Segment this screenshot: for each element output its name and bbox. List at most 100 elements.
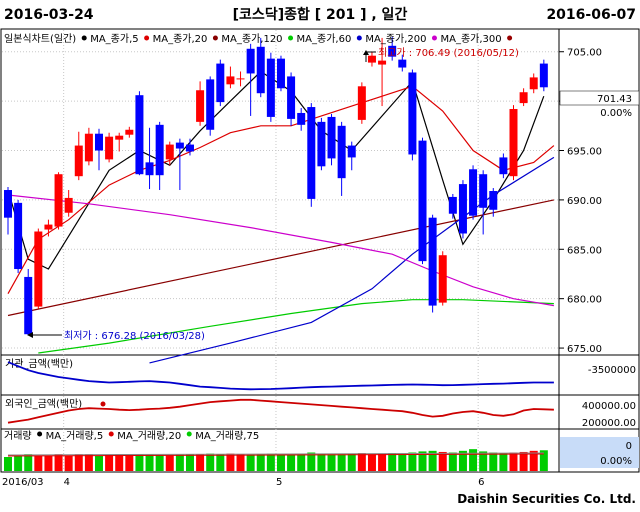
volume-bar <box>458 450 467 471</box>
volume-bar <box>74 454 83 471</box>
volume-bar <box>216 454 225 471</box>
volume-bar <box>428 450 437 471</box>
candle-body <box>438 255 447 303</box>
candle-body <box>529 77 538 90</box>
candle-body <box>4 190 12 218</box>
ma-line <box>7 70 545 270</box>
high-label: 최고가 : 706.49 (2016/05/12) <box>378 47 519 59</box>
legend-dot <box>288 35 294 41</box>
volume-bar <box>44 455 53 471</box>
volume-bar <box>175 454 184 471</box>
candle <box>469 165 478 220</box>
volume-bar <box>115 454 124 471</box>
volume-bar <box>14 455 23 471</box>
volume-bar <box>469 449 478 471</box>
candle <box>287 72 296 126</box>
candle-body <box>145 162 154 176</box>
candle-body <box>367 55 376 63</box>
candle-body <box>539 63 548 88</box>
candle-body <box>196 90 205 122</box>
candle <box>367 51 376 67</box>
candle <box>448 193 457 219</box>
candle-body <box>357 86 366 120</box>
price-legend-item: MA_종가,20 <box>153 33 208 45</box>
candle-body <box>287 76 296 119</box>
low-arrow-icon <box>27 332 33 338</box>
volume-legend-item: MA_거래량,5 <box>46 430 104 442</box>
candle-body <box>499 157 508 175</box>
volume-bar <box>499 453 508 471</box>
volume-bar <box>388 453 397 471</box>
foreign-legend-dot <box>100 401 106 407</box>
institution-tick: -3500000 <box>588 365 636 376</box>
candle <box>14 199 23 273</box>
institution-title: 기관_금액(백만) <box>5 358 73 370</box>
volume-bar <box>479 451 488 471</box>
volume-panel <box>4 449 548 471</box>
volume-bar <box>206 453 215 471</box>
candle <box>539 59 548 92</box>
volume-bar <box>276 454 285 471</box>
candle-body <box>84 133 93 162</box>
chart-title: [코스닥]종합 [ 201 ] , 일간 <box>233 6 408 23</box>
high-arrow-icon <box>363 50 369 55</box>
volume-bar <box>24 454 33 471</box>
candle <box>307 103 316 207</box>
ma-line <box>7 194 555 307</box>
ma-line <box>38 299 554 354</box>
volume-bar <box>266 453 275 471</box>
x-tick-label: 5 <box>276 477 282 488</box>
candle-body <box>165 144 174 160</box>
candle <box>196 81 205 126</box>
candle-body <box>398 59 407 68</box>
volume-ma-line <box>7 452 544 456</box>
volume-bar <box>54 454 63 471</box>
candle <box>236 71 245 87</box>
candle <box>499 153 508 179</box>
volume-bar <box>378 453 387 471</box>
legend-dot <box>81 35 87 41</box>
candle-body <box>236 78 245 80</box>
candle <box>54 172 63 230</box>
candle <box>458 180 467 239</box>
candle-body <box>307 107 316 199</box>
candle-body <box>175 142 184 149</box>
candle-body <box>418 140 427 262</box>
volume-bar <box>297 453 306 471</box>
candle <box>438 251 447 306</box>
low-label: 최저가 : 676.28 (2016/03/28) <box>64 330 205 342</box>
candle-body <box>266 58 275 117</box>
volume-bar <box>165 455 174 471</box>
volume-bar <box>489 452 498 471</box>
volume-bar <box>307 452 316 471</box>
volume-bar <box>287 454 296 471</box>
volume-bar <box>529 450 538 471</box>
candle-body <box>458 184 467 234</box>
foreign-tick-1: 400000.00 <box>582 401 636 412</box>
candle-body <box>125 129 134 135</box>
candle-body <box>347 145 356 158</box>
volume-bar <box>155 455 164 471</box>
candle <box>317 117 326 171</box>
candle <box>74 131 83 181</box>
candle-body <box>74 145 83 177</box>
legend-dot <box>356 35 362 41</box>
volume-bar <box>256 454 265 471</box>
candle <box>519 88 528 107</box>
volume-bar <box>317 453 326 471</box>
candle <box>175 138 184 191</box>
candle-body <box>509 109 518 177</box>
volume-bar <box>418 451 427 471</box>
candle <box>327 113 336 166</box>
volume-bar <box>408 452 417 471</box>
candle-body <box>428 217 437 306</box>
candle <box>509 105 518 181</box>
candle <box>347 141 356 171</box>
volume-legend-item: MA_거래량,20 <box>117 430 181 442</box>
footer-company: Daishin Securities Co. Ltd. <box>457 492 636 506</box>
candle-body <box>246 48 255 74</box>
candle-body <box>519 92 528 104</box>
legend-dot <box>108 431 114 437</box>
volume-bar <box>509 452 518 471</box>
